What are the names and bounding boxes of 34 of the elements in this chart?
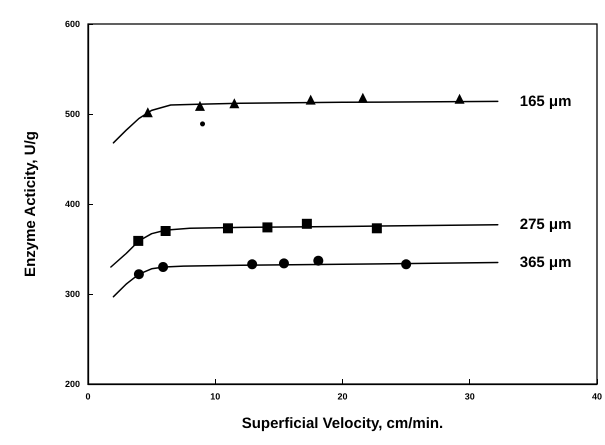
point	[372, 223, 382, 234]
point	[454, 94, 465, 104]
point	[247, 259, 258, 270]
point	[306, 94, 316, 105]
point	[313, 256, 324, 266]
point	[222, 223, 233, 234]
x-axis-title: Superficial Velocity, cm/min.	[242, 415, 444, 432]
y-tick-label: 300	[64, 289, 80, 299]
point	[134, 269, 144, 280]
y-tick-label: 600	[64, 19, 80, 29]
y-axis-title: Enzyme Acticity, U/g	[22, 131, 39, 277]
point	[160, 226, 171, 236]
x-tick-label: 40	[592, 392, 602, 402]
point	[200, 121, 206, 126]
y-tick-label: 500	[64, 109, 80, 119]
point	[262, 222, 272, 232]
point	[133, 236, 144, 246]
y-tick-label: 200	[64, 379, 80, 389]
point	[194, 100, 205, 111]
point	[401, 259, 412, 270]
series-label: 365 μm	[520, 254, 572, 271]
x-tick-label: 20	[337, 392, 348, 402]
point	[302, 218, 312, 229]
x-tick-label: 10	[210, 392, 220, 402]
x-tick-label: 0	[85, 392, 91, 402]
y-tick-label: 400	[64, 199, 80, 209]
point	[358, 92, 368, 103]
point	[229, 98, 240, 108]
point	[142, 107, 153, 118]
series-label: 275 μm	[520, 216, 572, 234]
point	[158, 262, 168, 272]
point	[278, 258, 289, 268]
series-label: 165 μm	[520, 92, 572, 110]
x-tick-label: 30	[464, 392, 475, 402]
